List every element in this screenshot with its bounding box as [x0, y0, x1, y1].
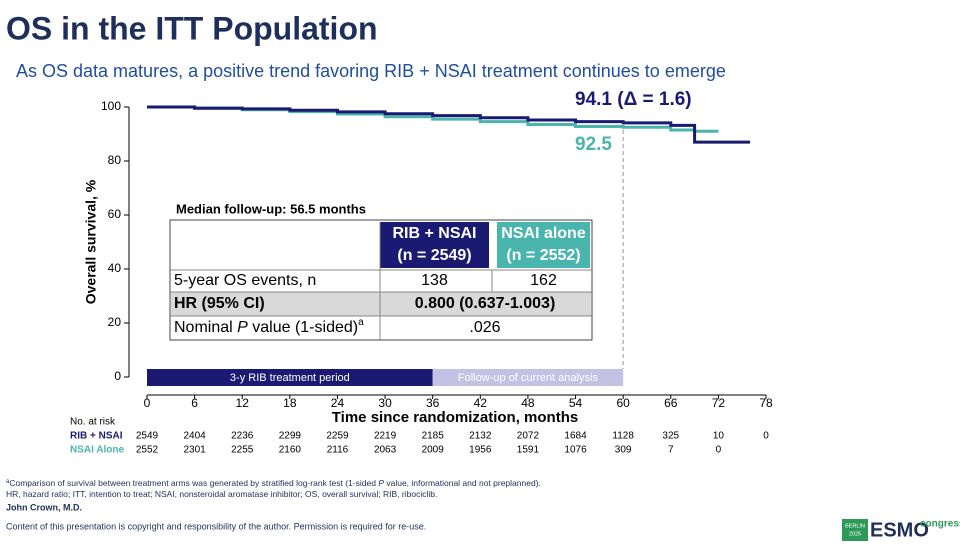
x-tick-label: 36	[426, 396, 440, 410]
row-label-part: P	[237, 319, 248, 336]
logo-year: 2025	[849, 531, 861, 537]
risk-value: 2116	[327, 445, 349, 456]
risk-value: 1128	[612, 431, 634, 442]
risk-value: 2063	[374, 445, 397, 456]
y-axis-label: Overall survival, %	[83, 179, 99, 304]
x-tick-label: 30	[378, 396, 392, 410]
footnote-part: a	[6, 479, 10, 485]
risk-value: 325	[662, 431, 679, 442]
x-tick-label: 24	[331, 396, 345, 410]
inset-title: Median follow-up: 56.5 months	[176, 201, 366, 216]
footnote-part: P	[378, 478, 384, 488]
footnote: HR, hazard ratio; ITT, intention to trea…	[6, 489, 437, 499]
row-label-part: 5-year OS events, n	[174, 272, 316, 289]
risk-value: 2160	[279, 445, 302, 456]
logo-badge	[842, 519, 868, 541]
x-tick-label: 54	[569, 396, 583, 410]
x-tick-label: 6	[191, 396, 198, 410]
row-label: Nominal P value (1-sided)a	[174, 317, 364, 336]
risk-value: 1076	[564, 445, 587, 456]
x-tick-label: 60	[616, 396, 630, 410]
risk-value: 2185	[422, 431, 445, 442]
risk-value: 309	[615, 445, 632, 456]
x-tick-label: 12	[236, 396, 250, 410]
risk-value: 2259	[326, 431, 349, 442]
row-label-part: HR (95% CI)	[174, 295, 265, 312]
x-axis-label: Time since randomization, months	[332, 409, 578, 426]
risk-value: 2299	[279, 431, 302, 442]
risk-title: No. at risk	[70, 417, 116, 428]
period-bar	[432, 369, 624, 386]
risk-value: 7	[668, 445, 674, 456]
subtitle: As OS data matures, a positive trend fav…	[16, 61, 726, 81]
x-tick-label: 66	[664, 396, 678, 410]
period-label: Follow-up of current analysis	[458, 372, 599, 384]
x-tick-label: 42	[474, 396, 488, 410]
survival-curve	[147, 105, 719, 133]
row-label-part: a	[358, 317, 364, 328]
column-header-bg	[497, 222, 590, 268]
risk-value: 2132	[469, 431, 492, 442]
risk-value: 2301	[183, 445, 206, 456]
cell: 0.800 (0.637-1.003)	[415, 295, 556, 312]
x-tick-label: 78	[759, 396, 773, 410]
footnote-part: value, informational and not preplanned)…	[384, 478, 541, 488]
risk-row-name: RIB + NSAI	[70, 431, 123, 442]
footnote: aComparison of survival between treatmen…	[6, 478, 541, 488]
cell: 162	[530, 272, 557, 289]
risk-value: 10	[713, 431, 725, 442]
period-bar	[147, 369, 433, 386]
row-label-part: value (1-sided)	[248, 319, 358, 336]
y-tick-label: 60	[108, 207, 122, 221]
risk-value: 2255	[231, 445, 254, 456]
cell: 138	[421, 272, 448, 289]
risk-value: 0	[716, 445, 722, 456]
x-tick-label: 0	[144, 396, 151, 410]
column-header: NSAI alone	[501, 225, 586, 242]
row-label: HR (95% CI)	[174, 295, 265, 312]
row-label: 5-year OS events, n	[174, 272, 316, 289]
x-tick-label: 18	[283, 396, 297, 410]
annotation: 94.1 (Δ = 1.6)	[575, 89, 692, 110]
risk-value: 2549	[136, 431, 159, 442]
column-header: RIB + NSAI	[392, 225, 476, 242]
logo-city: BERLIN	[845, 523, 865, 529]
y-tick-label: 40	[108, 261, 122, 275]
column-header: (n = 2549)	[397, 247, 471, 264]
risk-value: 1684	[564, 431, 587, 442]
risk-row-name: NSAI Alone	[70, 445, 125, 456]
title: OS in the ITT Population	[6, 10, 378, 46]
risk-value: 2236	[231, 431, 254, 442]
column-header-bg	[380, 222, 489, 268]
y-tick-label: 0	[114, 369, 121, 383]
logo-brand: ESMO	[870, 519, 929, 541]
cell: .026	[469, 319, 500, 336]
risk-value: 1956	[469, 445, 492, 456]
period-label: 3-y RIB treatment period	[230, 372, 350, 384]
row-label-part: Nominal	[174, 319, 237, 336]
row-bg	[171, 292, 591, 316]
risk-value: 1591	[517, 445, 540, 456]
y-tick-label: 20	[108, 315, 122, 329]
risk-value: 2219	[374, 431, 397, 442]
footnote-part: HR, hazard ratio; ITT, intention to trea…	[6, 489, 437, 499]
copyright: Content of this presentation is copyrigh…	[6, 521, 426, 531]
column-header: (n = 2552)	[506, 247, 580, 264]
risk-value: 2404	[183, 431, 206, 442]
survival-curve	[147, 105, 751, 144]
y-tick-label: 100	[101, 99, 121, 113]
risk-value: 2009	[422, 445, 445, 456]
y-tick-label: 80	[108, 153, 122, 167]
annotation: 92.5	[575, 134, 612, 155]
risk-value: 0	[763, 431, 769, 442]
footnote-part: Comparison of survival between treatment…	[9, 478, 378, 488]
risk-value: 2072	[517, 431, 540, 442]
author: John Crown, M.D.	[6, 502, 82, 512]
x-tick-label: 72	[712, 396, 726, 410]
risk-value: 2552	[136, 445, 159, 456]
x-tick-label: 48	[521, 396, 535, 410]
logo-suffix: congress	[920, 519, 960, 530]
